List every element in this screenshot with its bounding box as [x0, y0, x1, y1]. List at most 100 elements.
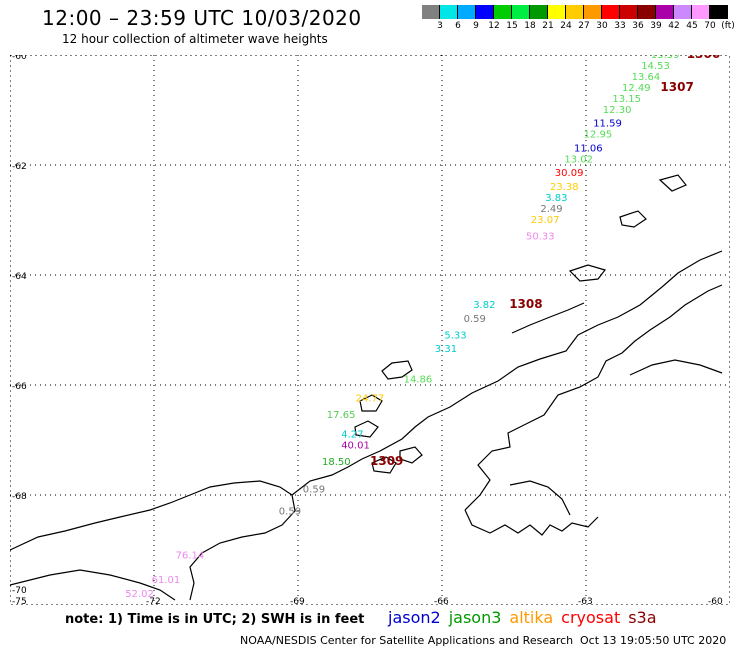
color-scale-bar	[422, 5, 728, 19]
legend-item-jason2: jason2	[388, 608, 441, 627]
y-tick-label: -68	[12, 492, 27, 502]
wave-height-value: 12.30	[603, 105, 632, 116]
y-tick-label: -64	[12, 272, 27, 282]
color-scale-label: 3	[437, 21, 443, 31]
wave-height-value: 30.09	[555, 168, 584, 179]
color-scale-label: 42	[668, 21, 680, 31]
wave-height-value: 13.15	[612, 94, 641, 105]
wave-height-value: 0.59	[279, 506, 301, 517]
color-scale-label: 70	[704, 21, 716, 31]
credit-text: NOAA/NESDIS Center for Satellite Applica…	[240, 634, 574, 647]
color-swatch	[422, 5, 440, 19]
y-tick-label: -66	[12, 382, 27, 392]
x-tick-label: -63	[578, 597, 593, 605]
color-swatch	[584, 5, 602, 19]
y-tick-label: -70	[12, 586, 27, 596]
color-scale-label: 21	[542, 21, 554, 31]
wave-height-value: 12.95	[584, 130, 613, 141]
color-swatch	[458, 5, 476, 19]
wave-height-value: 0.59	[464, 314, 486, 325]
x-tick-label: -72	[146, 597, 161, 605]
wave-height-value: 5.33	[444, 330, 466, 341]
wave-height-value: 3.82	[473, 300, 495, 311]
timestamp-text: Oct 13 19:05:50 UTC 2020	[580, 634, 727, 647]
color-scale-label: 33	[614, 21, 626, 31]
color-swatch	[692, 5, 710, 19]
color-scale-label: 24	[560, 21, 572, 31]
color-swatch	[710, 5, 728, 19]
color-swatch	[656, 5, 674, 19]
pass-number-label: 1309	[370, 454, 403, 468]
wave-height-value: 18.50	[322, 457, 351, 468]
wave-height-value: 24.77	[356, 394, 385, 405]
wave-height-value: 23.38	[550, 182, 579, 193]
wave-height-value: 76.14	[176, 550, 205, 561]
page-title: 12:00 – 23:59 UTC 10/03/2020	[42, 6, 362, 30]
color-swatch	[620, 5, 638, 19]
color-scale-label: 18	[524, 21, 536, 31]
wave-height-value: 52.02	[125, 589, 154, 600]
wave-height-value: 17.65	[327, 410, 356, 421]
wave-height-value: 13.02	[564, 154, 593, 165]
legend-item-cryosat: cryosat	[561, 608, 621, 627]
legend-item-s3a: s3a	[628, 608, 657, 627]
page-subtitle: 12 hour collection of altimeter wave hei…	[62, 32, 328, 46]
x-tick-label: -75	[12, 597, 27, 605]
color-scale-label: (ft)	[721, 21, 735, 31]
color-scale-label: 36	[632, 21, 644, 31]
color-scale-label: 39	[650, 21, 662, 31]
wave-height-value: 12.49	[622, 83, 651, 94]
x-tick-label: -66	[434, 597, 449, 605]
y-tick-label: -60	[12, 55, 27, 62]
coastline	[10, 174, 723, 601]
wave-height-value: 61.01	[152, 575, 181, 586]
wave-height-value: 23.07	[531, 215, 560, 226]
color-swatch	[512, 5, 530, 19]
wave-height-value: 13.64	[632, 72, 661, 83]
color-swatch	[548, 5, 566, 19]
pass-number-label: 1307	[660, 80, 693, 94]
wave-height-value: 3.83	[545, 193, 567, 204]
color-scale-label: 12	[488, 21, 500, 31]
note-text: note: 1) Time is in UTC; 2) SWH is in fe…	[65, 612, 365, 627]
wave-height-value: 14.86	[404, 374, 433, 385]
color-scale-labels: 3 6 9 12 15 18 21 24 27 30 33 36 39 42 45 70 (ft)	[422, 21, 740, 33]
color-scale-label: 45	[686, 21, 698, 31]
wave-height-value: 50.33	[526, 231, 555, 242]
satellite-pass-labels: 1306 1307 1308 1309	[370, 55, 720, 468]
color-swatch	[602, 5, 620, 19]
wave-height-value: 11.06	[574, 143, 603, 154]
satellite-legend: jason2 jason3 altika cryosat s3a	[388, 608, 657, 627]
color-scale-label: 30	[596, 21, 608, 31]
wave-height-value: 13.59	[651, 55, 680, 61]
map-frame	[10, 55, 730, 605]
legend-item-jason3: jason3	[448, 608, 502, 627]
color-scale-label: 6	[455, 21, 461, 31]
wave-height-value: 3.31	[435, 344, 457, 355]
y-tick-label: -62	[12, 162, 27, 172]
lat-lon-grid	[10, 55, 730, 605]
color-swatch	[476, 5, 494, 19]
color-swatch	[674, 5, 692, 19]
color-scale-label: 9	[473, 21, 479, 31]
wave-height-value: 4.27	[341, 429, 363, 440]
x-tick-label: -60	[708, 597, 723, 605]
legend-item-altika: altika	[509, 608, 554, 627]
wave-height-value: 2.49	[540, 204, 562, 215]
color-scale-label: 27	[578, 21, 590, 31]
wave-height-value: 11.59	[593, 119, 622, 130]
wave-height-value: 14.53	[641, 61, 670, 72]
color-swatch	[530, 5, 548, 19]
pass-number-label: 1308	[509, 297, 542, 311]
axis-tick-labels: -60 -62 -64 -66 -68 -70-75 -72 -69 -66 -63 -60	[12, 55, 723, 605]
wave-height-value: 0.59	[303, 484, 325, 495]
color-scale-label: 15	[506, 21, 518, 31]
color-swatch	[440, 5, 458, 19]
color-swatch	[494, 5, 512, 19]
color-swatch	[638, 5, 656, 19]
pass-number-label: 1306	[687, 55, 720, 61]
color-swatch	[566, 5, 584, 19]
wave-height-value: 40.01	[341, 440, 370, 451]
